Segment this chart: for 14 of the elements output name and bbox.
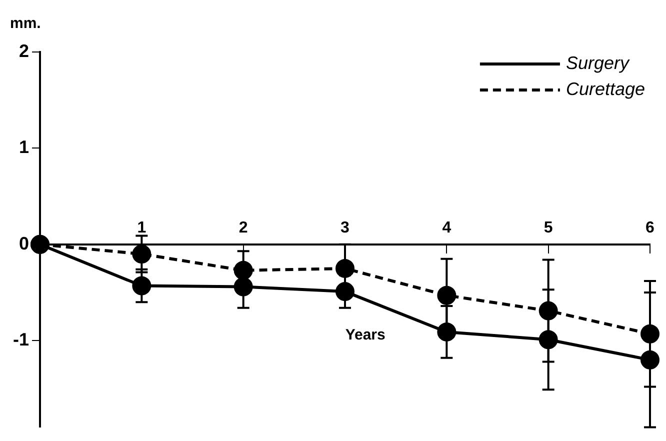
x-tick-label: 5 — [544, 219, 553, 236]
x-tick-label: 1 — [137, 219, 146, 236]
x-tick-label: 6 — [646, 219, 655, 236]
x-tick-label: 4 — [442, 219, 452, 236]
y-tick-label: 1 — [18, 137, 30, 158]
legend-label: Surgery — [566, 53, 630, 73]
y-tick-label: 0 — [18, 233, 30, 254]
x-axis-title: Years — [345, 326, 386, 344]
legend-label: Curettage — [566, 79, 646, 99]
y-tick-label: -1 — [12, 330, 30, 350]
x-tick-label: 3 — [340, 219, 350, 236]
y-tick-label: 2 — [18, 40, 30, 61]
x-tick-label: 2 — [238, 219, 248, 236]
y-axis-title: mm. — [10, 15, 41, 32]
